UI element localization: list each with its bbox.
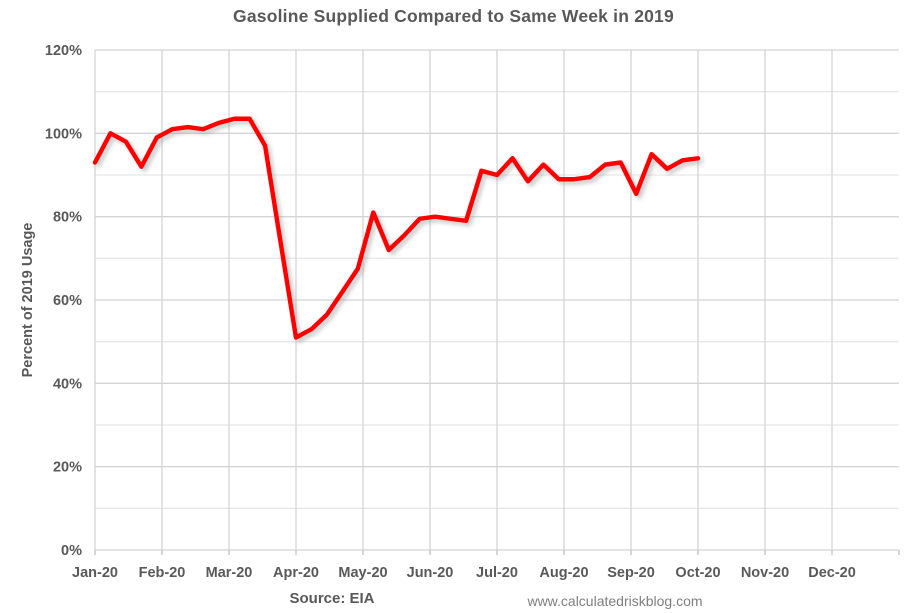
y-tick-label: 60% <box>53 293 82 309</box>
x-tick-label: Aug-20 <box>539 565 588 581</box>
data-line-series <box>92 116 701 340</box>
y-tick-label: 120% <box>45 43 82 59</box>
y-tick-label: 20% <box>53 460 82 476</box>
x-tick-label: Dec-20 <box>808 565 856 581</box>
x-tick-label: Sep-20 <box>607 565 655 581</box>
x-tick-label: May-20 <box>338 565 387 581</box>
x-tick-label: Feb-20 <box>139 565 186 581</box>
source-label: Source: EIA <box>289 590 375 607</box>
x-tick-label: Jun-20 <box>407 565 454 581</box>
y-tick-label: 100% <box>45 126 82 142</box>
x-tick-label: Mar-20 <box>206 565 253 581</box>
x-tick-label: Oct-20 <box>675 565 720 581</box>
x-tick-label: Jan-20 <box>72 565 118 581</box>
y-tick-label: 80% <box>53 210 82 226</box>
chart-title: Gasoline Supplied Compared to Same Week … <box>233 6 674 26</box>
y-tick-label: 0% <box>61 543 82 559</box>
website-label: www.calculatedriskblog.com <box>527 593 703 609</box>
x-tick-label: Apr-20 <box>273 565 319 581</box>
x-tick-label: Nov-20 <box>741 565 789 581</box>
y-tick-label: 40% <box>53 376 82 392</box>
x-tick-label: Jul-20 <box>476 565 518 581</box>
